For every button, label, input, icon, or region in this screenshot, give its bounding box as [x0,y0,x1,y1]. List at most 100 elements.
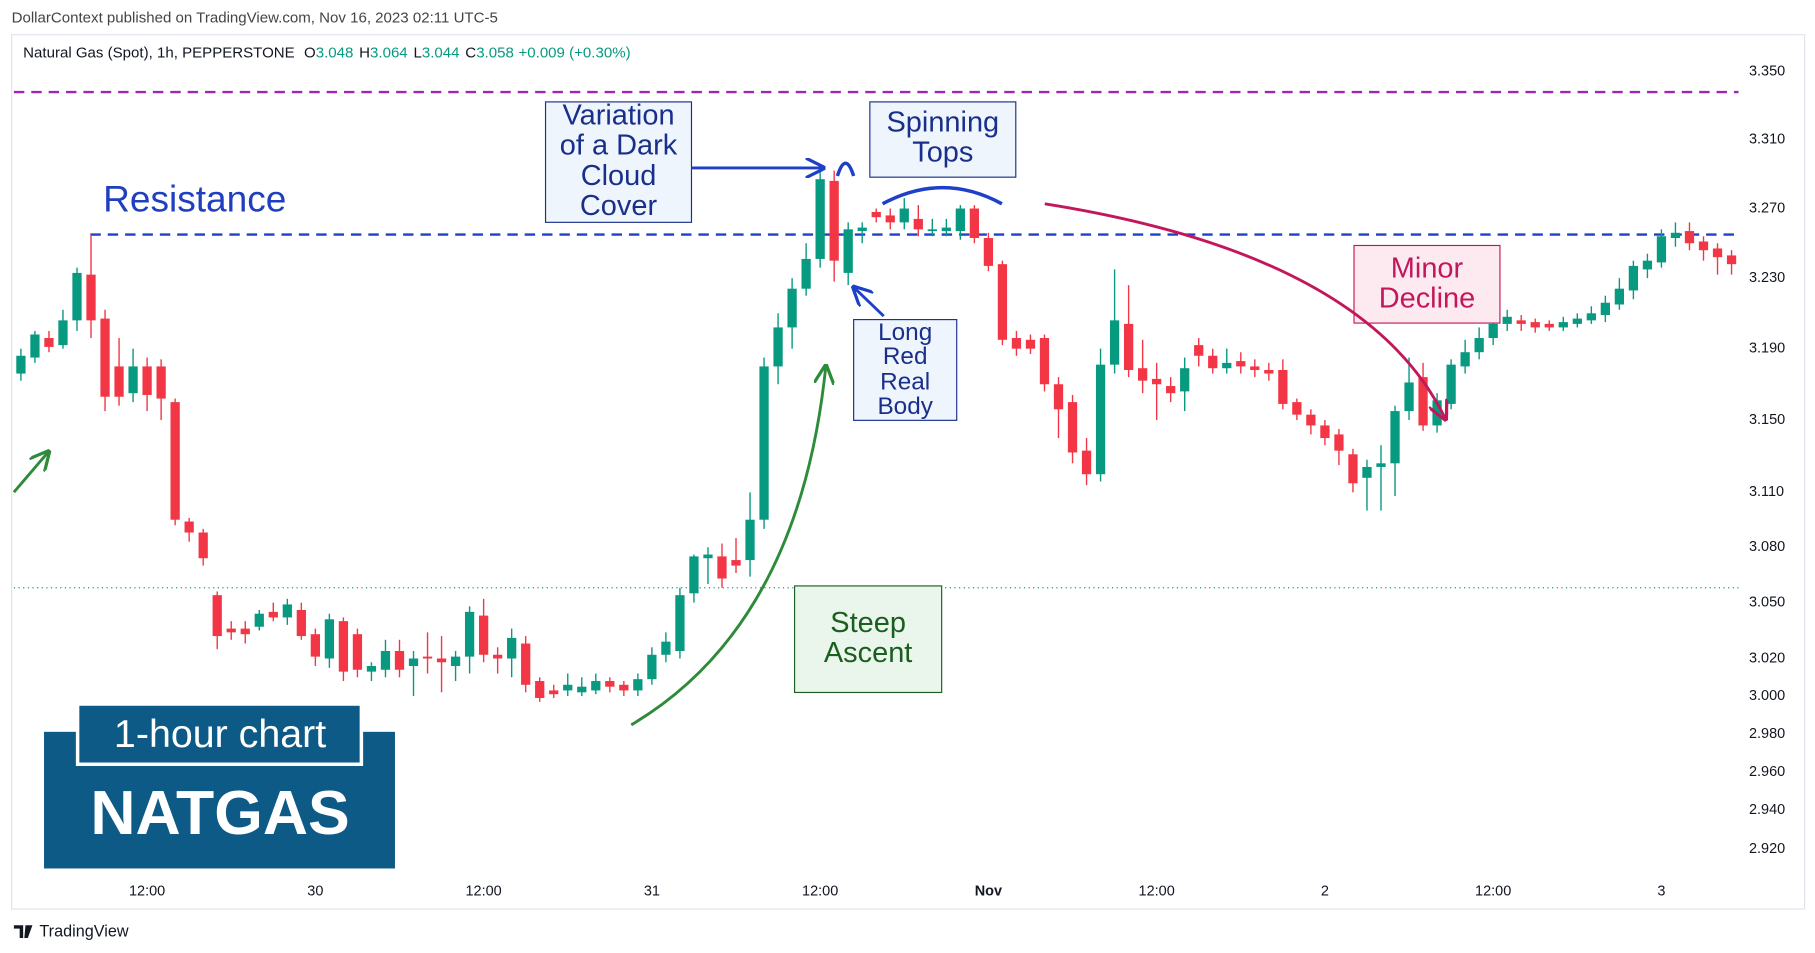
candle-body [156,366,166,399]
candle-body [1404,382,1414,412]
candle-body [1095,364,1106,475]
candle-body [44,338,54,347]
candle-body [633,679,643,691]
candle-body [1180,368,1190,392]
annotation-text: Cloud [581,160,657,192]
candle-body [1278,369,1288,404]
y-tick-label: 3.310 [1749,132,1785,148]
arrows [12,163,1446,727]
annotation-text: Red [883,343,928,370]
candle-body [871,211,881,218]
candle-body [184,521,194,533]
logo [13,925,33,938]
candle-body [114,366,124,397]
candle-body [1320,425,1330,439]
brand: TradingView [39,922,128,940]
candle-body [829,180,839,261]
x-tick-label: 12:00 [802,883,838,899]
annotation-text: Ascent [824,637,912,669]
candle-body [619,684,629,691]
candle-body [1502,316,1512,324]
candle-body [464,611,475,657]
candle-body [1376,463,1386,467]
candle-body [493,654,503,659]
candle-body [1362,466,1372,478]
candle-body [773,327,783,367]
candle-body [1222,362,1232,369]
annotation-text: Spinning [886,107,999,139]
y-tick-label: 3.230 [1749,270,1785,286]
candle-body [478,615,489,655]
candle-body [969,208,980,239]
candle-body [1250,366,1260,370]
candle-body [282,604,292,618]
annotation-box [853,319,958,421]
annotation-text: Minor [1391,252,1464,284]
candle-body [1138,368,1148,381]
y-tick-label: 2.940 [1749,802,1785,818]
x-tick-label: 12:00 [1475,883,1511,899]
x-tick-label: 3 [1657,883,1665,899]
legend-change: +0.009 (+0.30%) [518,44,630,61]
candle-body [58,320,68,346]
y-tick-label: 3.000 [1749,688,1785,704]
candle-body [408,658,419,666]
candle-body [436,658,447,663]
candle-body [1152,378,1162,385]
candle-body [170,402,180,520]
legend-key: C [465,44,476,61]
candle-body [1334,434,1344,451]
x-tick-label: 31 [644,883,660,899]
annotation-text: Steep [830,607,906,639]
candle-body [801,258,811,289]
candle-body [689,556,699,594]
badge: 1-hour chart NATGAS [44,702,395,869]
candle-body [717,556,727,579]
candle-body [997,264,1008,340]
y-tick-label: 3.150 [1749,412,1785,428]
candle-body [759,366,769,520]
candle-body [142,366,152,395]
legend-key: H [359,44,370,61]
candle-body [1053,384,1064,410]
candle-body [1348,454,1358,484]
legend-value: 3.044 [422,44,460,61]
candle-body [1011,338,1022,349]
candle-body [1642,260,1653,270]
candle-body [787,288,797,328]
y-tick-label: 3.110 [1749,484,1784,500]
candle-body [745,519,755,561]
candle-body [661,641,671,655]
candle-body [1614,288,1625,305]
annotation-box [793,585,943,694]
legend-title: Natural Gas (Spot), 1h, PEPPERSTONE [23,44,295,61]
candle-body [885,215,895,223]
candle-body [941,227,951,232]
publish-header: DollarContext published on TradingView.c… [12,9,498,26]
candle-body [338,621,349,672]
candle-body [366,665,377,672]
candle-body [983,238,994,266]
y-tick-label: 3.350 [1749,64,1785,80]
candle-body [843,229,853,273]
candle-body [1264,369,1274,374]
candle-body [198,532,208,559]
candle-body [563,684,573,691]
candle-body [352,634,363,670]
annotation-box [869,101,1017,178]
candle-body [507,637,517,659]
candle-body [521,643,531,685]
y-tick-label: 3.190 [1749,340,1785,356]
candle-body [1067,402,1078,453]
arc [881,185,1003,206]
candle-body [647,654,657,680]
x-tick-label: 30 [307,883,323,899]
candle-body [100,318,110,397]
arrow [630,366,826,727]
legend: Natural Gas (Spot), 1h, PEPPERSTONE O3.04… [23,44,630,61]
annotation-text: Variation [562,100,674,132]
annotation-text: Resistance [103,177,286,219]
candle-body [535,681,545,698]
y-tick-label: 2.920 [1749,841,1785,857]
x-tick-label: 2 [1321,883,1329,899]
